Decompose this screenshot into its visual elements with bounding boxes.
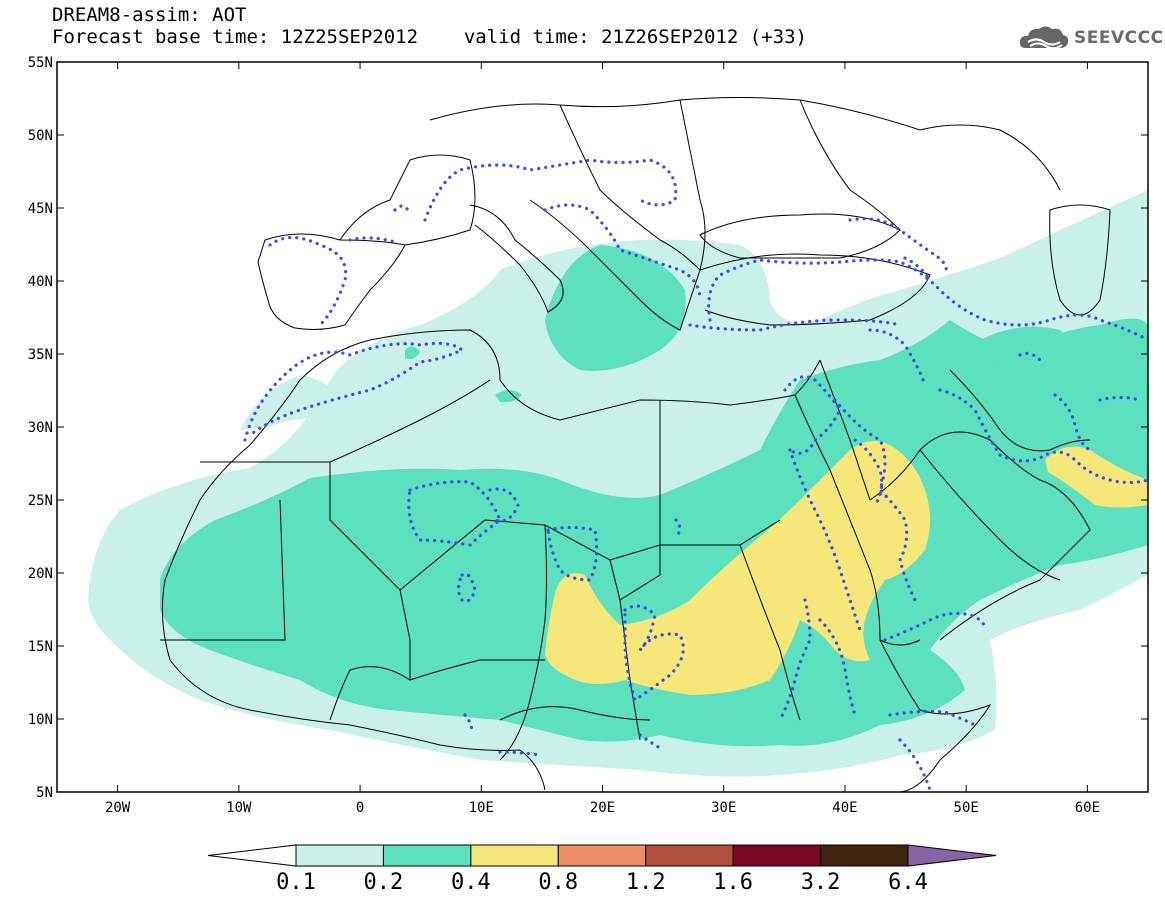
colorbar	[207, 844, 997, 867]
contour-lines	[243, 158, 1148, 792]
colorbar-under-triangle	[207, 844, 297, 867]
colorbar-segment	[382, 844, 472, 867]
colorbar-label: 1.2	[625, 870, 666, 895]
lat-tick-label: 5N	[36, 785, 53, 801]
aot-level-0.2-0.4	[160, 245, 1148, 747]
lon-tick-label: 0	[356, 800, 364, 816]
colorbar-label: 3.2	[800, 870, 841, 895]
lat-tick-label: 10N	[28, 712, 53, 728]
map-area	[57, 62, 1148, 792]
lat-tick-label: 35N	[28, 347, 53, 363]
valid-time-label: valid time: 21Z26SEP2012 (+33)	[463, 26, 807, 48]
lat-tick-label: 45N	[28, 201, 53, 217]
title-line-2: Forecast base time: 12Z25SEP2012 valid t…	[52, 26, 807, 48]
lat-tick-label: 20N	[28, 566, 53, 582]
lon-tick-label: 40E	[832, 800, 857, 816]
title-block: DREAM8-assim: AOT Forecast base time: 12…	[52, 4, 807, 48]
lon-tick-label: 20W	[105, 800, 131, 816]
colorbar-labels: 0.1 0.2 0.4 0.8 1.2 1.6 3.2 6.4	[0, 870, 1165, 900]
colorbar-segment	[295, 844, 384, 867]
colorbar-segment	[645, 844, 734, 867]
aot-level-0.4-0.8	[545, 441, 1148, 695]
colorbar-label: 0.8	[538, 870, 579, 895]
colorbar-label: 6.4	[888, 870, 928, 895]
colorbar-segment	[557, 844, 647, 867]
lon-tick-label: 30E	[711, 800, 736, 816]
lon-tick-label: 10W	[226, 800, 252, 816]
colorbar-segment	[470, 844, 559, 867]
cloud-icon	[1019, 26, 1069, 50]
lat-tick-label: 15N	[28, 639, 53, 655]
lon-tick-label: 60E	[1075, 800, 1100, 816]
lon-axis: 20W 10W 0 10E 20E 30E 40E 50E 60E	[105, 62, 1100, 816]
lat-tick-label: 25N	[28, 493, 53, 509]
seevccc-logo: SEEVCCC	[1018, 22, 1164, 54]
colorbar-label: 1.6	[713, 870, 754, 895]
colorbar-label: 0.2	[363, 870, 404, 895]
lat-tick-label: 55N	[28, 55, 53, 71]
lat-tick-label: 40N	[28, 274, 53, 290]
colorbar-segment	[732, 844, 822, 867]
colorbar-label: 0.1	[276, 870, 316, 895]
title-line-1: DREAM8-assim: AOT	[52, 4, 247, 26]
lat-tick-label: 50N	[28, 128, 53, 144]
colorbar-over-triangle	[907, 844, 997, 867]
lat-axis: 5N 10N 15N 20N 25N 30N 35N 40N 45N 50N 55N	[28, 55, 1148, 801]
lon-tick-label: 10E	[469, 800, 494, 816]
base-time-label: Forecast base time: 12Z25SEP2012	[52, 26, 419, 48]
colorbar-segment	[820, 844, 909, 867]
logo-text: SEEVCCC	[1074, 28, 1164, 48]
lat-tick-label: 30N	[28, 420, 53, 436]
coastlines	[160, 97, 1111, 792]
colorbar-label: 0.4	[450, 870, 491, 895]
lon-tick-label: 50E	[954, 800, 979, 816]
lon-tick-label: 20E	[590, 800, 615, 816]
